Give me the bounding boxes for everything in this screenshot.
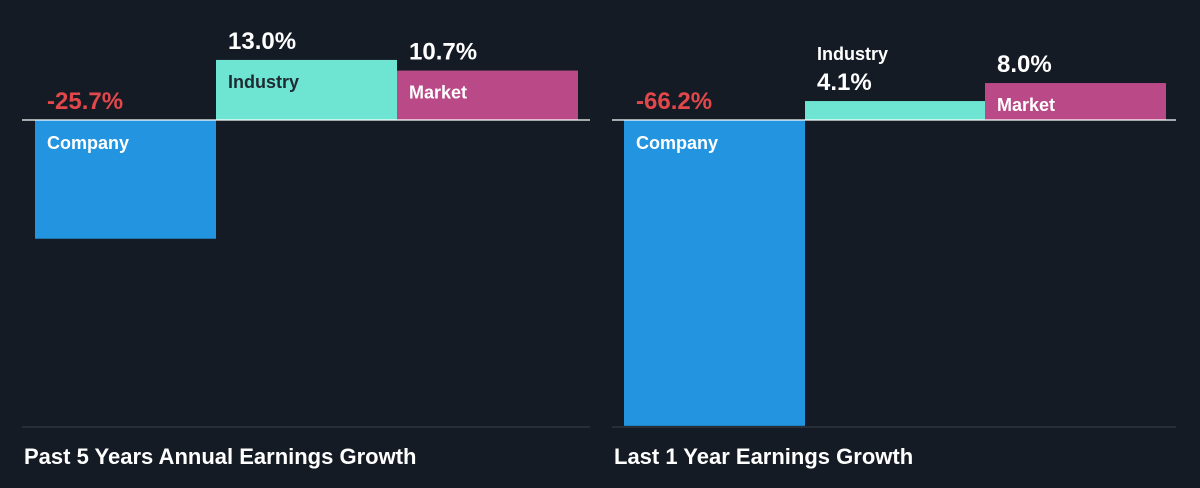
one-year-growth-title: Last 1 Year Earnings Growth [614,444,914,469]
market-value-label: 8.0% [997,51,1052,78]
company-bar [624,120,805,426]
market-value-label: 10.7% [409,39,477,66]
company-bar [35,120,216,239]
industry-label: Industry [228,72,299,92]
market-bar [985,83,1166,120]
industry-value-label: 4.1% [817,69,872,96]
one-year-growth-panel: Company -66.2% Industry 4.1% Market 8.0% Last… [590,0,1200,488]
market-label: Market [409,83,467,103]
market-label: Market [997,95,1055,115]
company-label: Company [47,133,129,153]
industry-value-label: 13.0% [228,28,296,55]
one-year-growth-chart: Company -66.2% Industry 4.1% Market 8.0% [612,44,1176,428]
company-value-label: -25.7% [47,88,123,115]
industry-label: Industry [817,44,888,64]
five-year-growth-chart: Company -25.7% Industry 13.0% Market 10.7% [22,28,590,428]
market-bar [397,70,578,120]
company-label: Company [636,133,718,153]
five-year-growth-panel: Company -25.7% Industry 13.0% Market 10.7% Pa… [0,0,590,488]
five-year-growth-title: Past 5 Years Annual Earnings Growth [24,444,417,469]
industry-bar [805,101,986,120]
industry-bar [216,59,397,120]
company-value-label: -66.2% [636,88,712,115]
